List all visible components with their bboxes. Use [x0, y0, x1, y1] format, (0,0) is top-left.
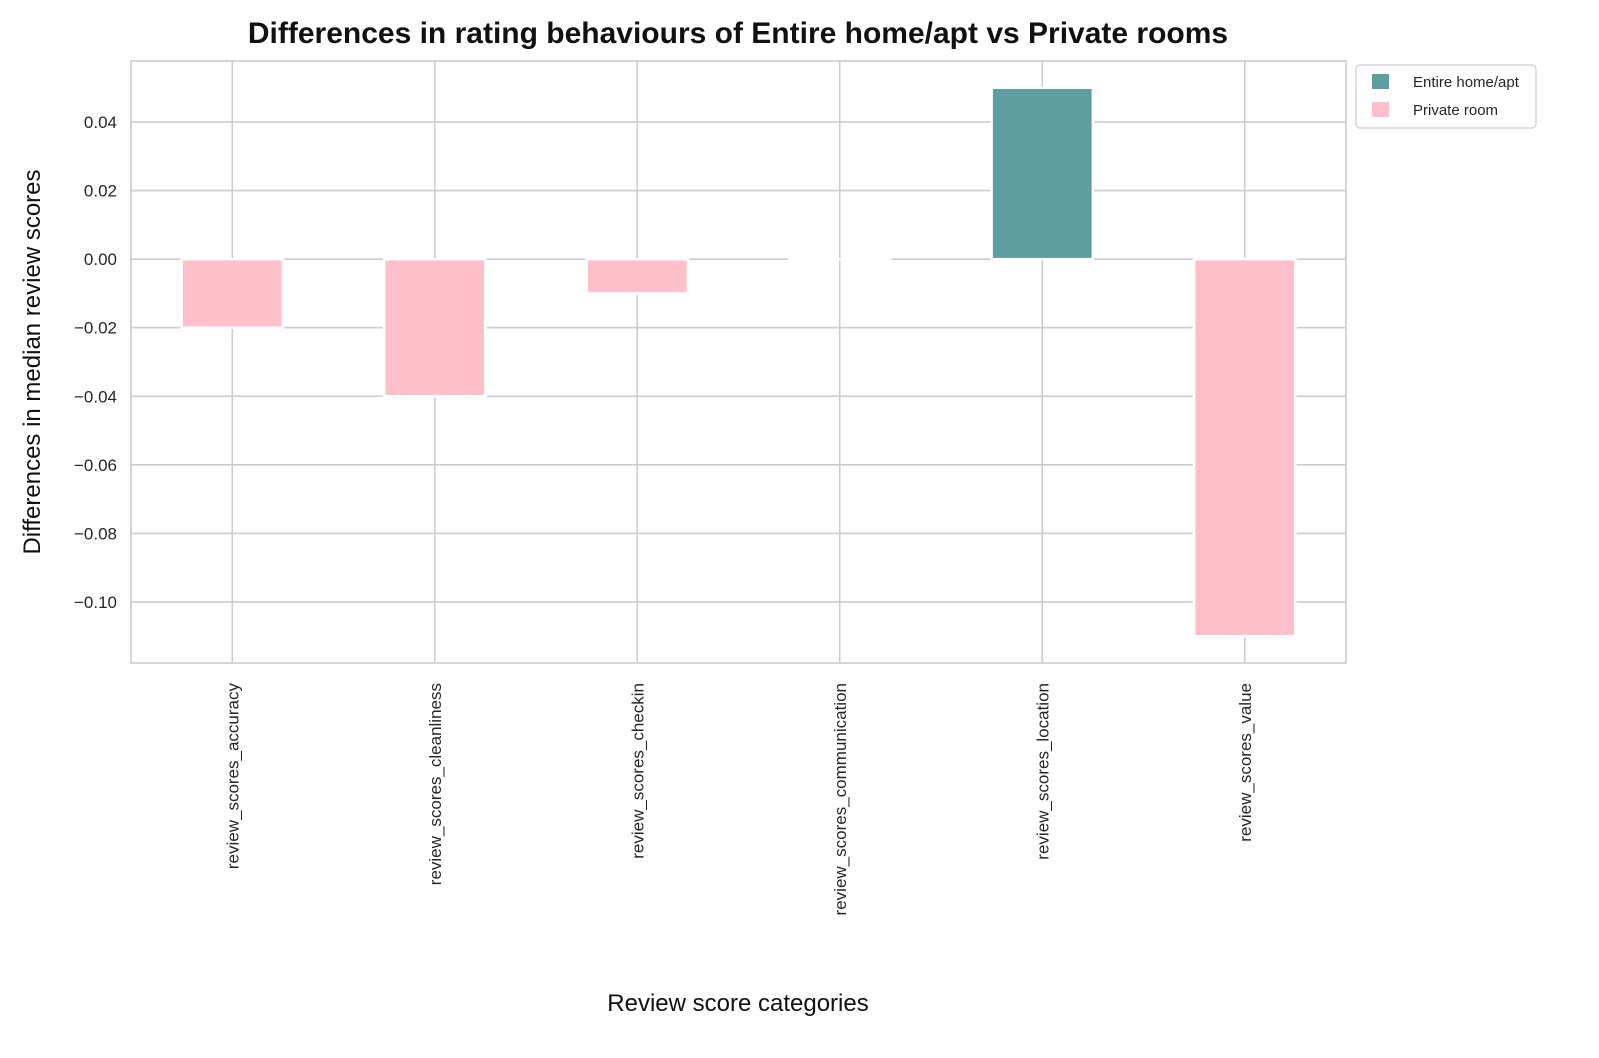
x-tick-label: review_scores_communication — [831, 683, 850, 915]
bar-review-scores-checkin — [585, 257, 690, 295]
bars — [180, 86, 1297, 638]
grid-lines — [131, 61, 1346, 663]
x-tick-label: review_scores_location — [1033, 683, 1052, 860]
plot-frame — [130, 60, 1347, 664]
y-tick-label: 0.04 — [84, 113, 117, 132]
x-tick-label: review_scores_cleanliness — [426, 683, 445, 885]
x-tick-label: review_scores_checkin — [628, 683, 647, 859]
legend-frame — [1355, 64, 1537, 129]
y-tick-label: −0.04 — [74, 387, 117, 406]
x-axis-label: Review score categories — [607, 990, 868, 1017]
legend: Entire home/apt Private room — [1355, 64, 1537, 129]
bar-review-scores-accuracy — [180, 257, 285, 329]
y-tick-label: 0.00 — [84, 250, 117, 269]
x-tick-labels: review_scores_accuracy review_scores_clea… — [223, 683, 1255, 916]
y-axis-label: Differences in median review scores — [19, 169, 46, 554]
chart-title: Differences in rating behaviours of Enti… — [248, 17, 1228, 50]
y-tick-label: −0.10 — [74, 593, 117, 612]
y-tick-label: −0.08 — [74, 524, 117, 543]
y-tick-label: −0.06 — [74, 456, 117, 475]
legend-label-entire-home: Entire home/apt — [1413, 74, 1520, 91]
bar-review-scores-value — [1192, 257, 1297, 638]
bar-review-scores-cleanliness — [382, 257, 487, 398]
x-tick-label: review_scores_value — [1236, 683, 1255, 842]
y-tick-label: −0.02 — [74, 319, 117, 338]
y-tick-labels: 0.04 0.02 0.00 −0.02 −0.04 −0.06 −0.08 −0.10 — [74, 113, 117, 612]
legend-swatch-entire-home — [1372, 74, 1389, 89]
y-tick-label: 0.02 — [84, 182, 117, 201]
legend-swatch-private-room — [1372, 102, 1389, 117]
legend-label-private-room: Private room — [1413, 102, 1498, 119]
bar-review-scores-location — [990, 86, 1095, 261]
x-tick-label: review_scores_accuracy — [223, 683, 242, 870]
